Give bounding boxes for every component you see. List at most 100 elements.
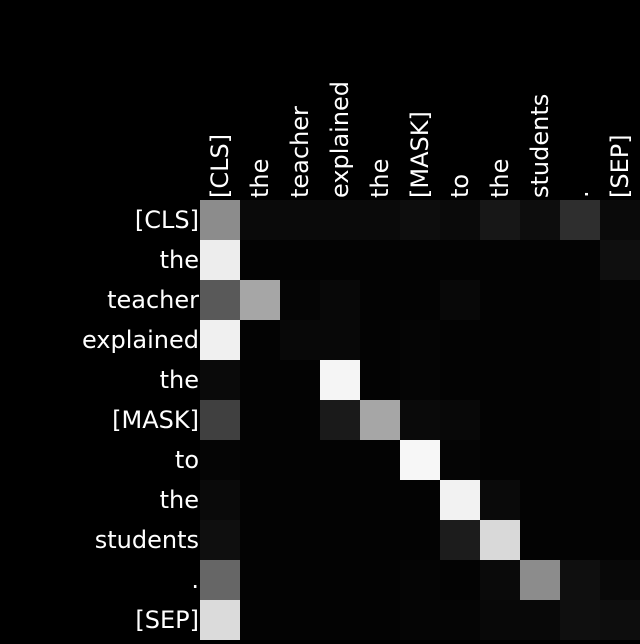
heatmap-cell [240, 560, 280, 600]
heatmap-cell [480, 560, 520, 600]
heatmap-cell [240, 480, 280, 520]
heatmap-cell [520, 520, 560, 560]
heatmap-cell [400, 520, 440, 560]
heatmap-cell [480, 320, 520, 360]
x-tick-label: [MASK] [406, 111, 434, 198]
y-tick-label: explained [82, 326, 199, 354]
y-tick-label: teacher [107, 286, 199, 314]
x-tick-label: . [566, 190, 594, 198]
heatmap-cell [440, 400, 480, 440]
heatmap-cell [440, 200, 480, 240]
heatmap-cell [440, 360, 480, 400]
heatmap-cell [520, 200, 560, 240]
heatmap-cell [600, 240, 640, 280]
heatmap-cell [360, 240, 400, 280]
heatmap-cell [480, 280, 520, 320]
heatmap-cell [320, 240, 360, 280]
heatmap-cell [560, 320, 600, 360]
y-tick-label: to [175, 446, 199, 474]
y-tick-label: . [191, 566, 199, 594]
heatmap-cell [440, 480, 480, 520]
x-tick-label: the [246, 159, 274, 198]
heatmap-cell [560, 360, 600, 400]
heatmap-cell [240, 600, 280, 640]
heatmap-cell [560, 600, 600, 640]
y-tick-label: students [95, 526, 199, 554]
heatmap-cell [360, 520, 400, 560]
heatmap-cell [560, 200, 600, 240]
heatmap-cell [280, 200, 320, 240]
heatmap-cell [240, 360, 280, 400]
heatmap-cell [520, 360, 560, 400]
x-tick-label: [CLS] [206, 134, 234, 198]
heatmap-cell [600, 200, 640, 240]
heatmap-cell [560, 480, 600, 520]
heatmap-cell [400, 240, 440, 280]
heatmap-cell [200, 200, 240, 240]
heatmap-cell [280, 400, 320, 440]
heatmap-cell [280, 280, 320, 320]
heatmap-cell [480, 200, 520, 240]
heatmap-cell [480, 520, 520, 560]
heatmap-cell [560, 440, 600, 480]
heatmap-cell [320, 480, 360, 520]
heatmap-cell [360, 280, 400, 320]
heatmap-cell [400, 360, 440, 400]
heatmap-cell [560, 280, 600, 320]
heatmap-cell [360, 440, 400, 480]
heatmap-cell [600, 560, 640, 600]
x-tick-label: to [446, 174, 474, 198]
heatmap-cell [280, 360, 320, 400]
heatmap-cell [560, 560, 600, 600]
heatmap-cells [200, 200, 640, 640]
heatmap-cell [520, 280, 560, 320]
x-tick-label: explained [326, 81, 354, 198]
x-tick-label: teacher [286, 106, 314, 198]
heatmap-cell [200, 280, 240, 320]
heatmap-cell [600, 400, 640, 440]
heatmap-cell [200, 600, 240, 640]
heatmap-cell [320, 560, 360, 600]
heatmap-cell [240, 240, 280, 280]
heatmap-cell [440, 440, 480, 480]
heatmap-cell [200, 560, 240, 600]
heatmap-cell [480, 440, 520, 480]
heatmap-cell [560, 240, 600, 280]
heatmap-cell [560, 400, 600, 440]
heatmap-cell [520, 600, 560, 640]
y-tick-label: [SEP] [135, 606, 199, 634]
heatmap-cell [240, 520, 280, 560]
heatmap-cell [200, 320, 240, 360]
heatmap-cell [520, 240, 560, 280]
heatmap-cell [400, 320, 440, 360]
heatmap-cell [240, 200, 280, 240]
heatmap-cell [600, 600, 640, 640]
heatmap-cell [320, 400, 360, 440]
y-tick-label: the [160, 246, 199, 274]
heatmap-cell [520, 560, 560, 600]
heatmap-cell [400, 440, 440, 480]
heatmap-cell [400, 600, 440, 640]
heatmap-cell [480, 400, 520, 440]
heatmap-cell [280, 320, 320, 360]
heatmap-cell [600, 520, 640, 560]
heatmap-cell [440, 560, 480, 600]
x-tick-label: [SEP] [606, 134, 634, 198]
heatmap-cell [360, 480, 400, 520]
heatmap-cell [440, 280, 480, 320]
heatmap-cell [320, 520, 360, 560]
heatmap-cell [440, 240, 480, 280]
heatmap-cell [280, 600, 320, 640]
heatmap-cell [440, 520, 480, 560]
heatmap-cell [440, 600, 480, 640]
y-tick-labels: [CLS] the teacher explained the [MASK] to the st… [82, 206, 199, 634]
heatmap-cell [600, 320, 640, 360]
heatmap-cell [360, 360, 400, 400]
heatmap-cell [320, 600, 360, 640]
y-tick-label: the [160, 366, 199, 394]
heatmap-cell [600, 360, 640, 400]
heatmap-cell [480, 240, 520, 280]
x-tick-label: the [366, 159, 394, 198]
heatmap-cell [440, 320, 480, 360]
heatmap-cell [280, 480, 320, 520]
